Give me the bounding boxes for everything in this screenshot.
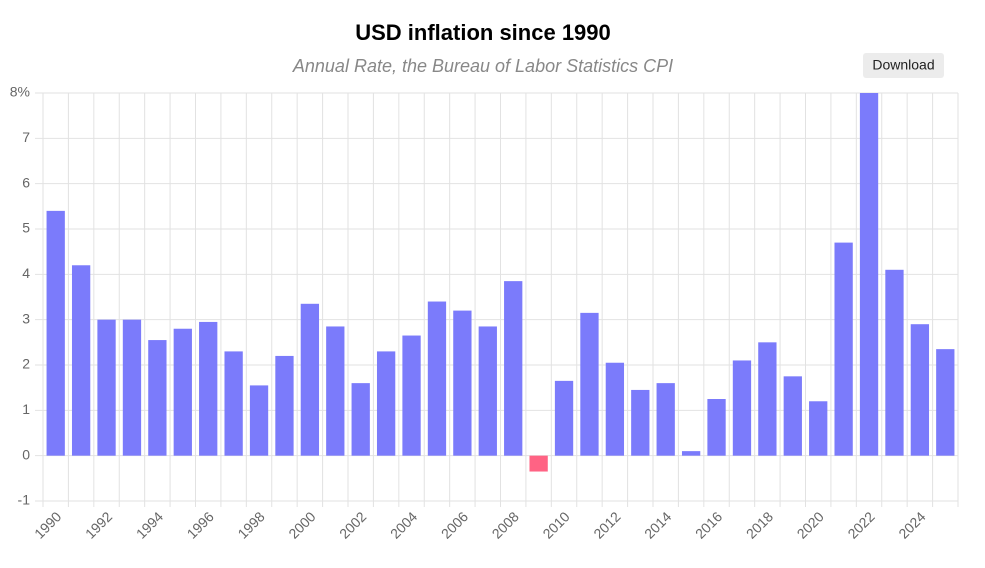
bar: [681, 451, 701, 456]
bar: [554, 380, 574, 456]
bar: [707, 399, 726, 456]
x-tick-label: 2016: [692, 508, 725, 541]
x-tick-label: 2024: [895, 508, 928, 541]
y-tick-label: 5: [22, 220, 30, 236]
bar: [656, 383, 675, 456]
x-tick-label: 2004: [387, 508, 420, 541]
bar: [580, 312, 599, 456]
bar: [249, 385, 269, 456]
bar: [275, 355, 294, 456]
bar: [732, 360, 752, 456]
bar: [936, 349, 955, 456]
y-tick-label: 1: [22, 401, 30, 417]
bar: [224, 351, 243, 456]
x-tick-label: 1996: [184, 508, 217, 541]
bar: [46, 210, 65, 456]
bar: [885, 269, 904, 456]
bar: [783, 376, 802, 456]
x-tick-label: 2006: [438, 508, 471, 541]
x-tick-label: 2020: [794, 508, 827, 541]
chart-title: USD inflation since 1990: [355, 20, 611, 45]
bar: [122, 319, 142, 456]
bar: [453, 310, 472, 456]
x-tick-label: 1994: [133, 508, 166, 541]
y-tick-label: 3: [22, 310, 30, 326]
y-tick-label: 4: [22, 265, 30, 281]
bar: [910, 324, 930, 456]
x-tick-label: 2008: [489, 508, 522, 541]
bar: [631, 389, 650, 456]
y-tick-label: -1: [18, 492, 31, 508]
bar: [326, 326, 345, 456]
bar: [427, 301, 447, 456]
bar: [859, 93, 879, 456]
bar: [351, 383, 370, 456]
bar: [834, 242, 853, 456]
y-tick-label: 8%: [10, 84, 30, 100]
bar: [148, 340, 167, 456]
x-tick-label: 1998: [234, 508, 267, 541]
bar: [376, 351, 396, 456]
y-tick-label: 7: [22, 129, 30, 145]
x-tick-label: 2014: [641, 508, 674, 541]
bar: [71, 265, 91, 456]
y-tick-label: 0: [22, 446, 30, 462]
x-tick-label: 2010: [539, 508, 572, 541]
download-label[interactable]: Download: [872, 57, 934, 73]
y-tick-label: 2: [22, 356, 30, 372]
bar: [605, 362, 625, 456]
chart-subtitle: Annual Rate, the Bureau of Labor Statist…: [292, 56, 673, 76]
x-tick-label: 2000: [285, 508, 318, 541]
y-tick-label: 6: [22, 174, 30, 190]
bar: [504, 281, 523, 456]
bar: [97, 319, 116, 456]
x-tick-label: 2012: [590, 508, 623, 541]
bar: [199, 321, 218, 456]
download-button[interactable]: [863, 53, 944, 78]
bar: [402, 335, 421, 456]
bar: [529, 455, 548, 472]
x-tick-label: 2018: [743, 508, 776, 541]
x-tick-label: 2022: [844, 508, 877, 541]
x-tick-label: 1992: [82, 508, 115, 541]
bar: [758, 342, 777, 456]
bar: [173, 328, 192, 456]
bar: [300, 303, 320, 456]
bar: [478, 326, 497, 456]
bar: [809, 401, 828, 456]
x-tick-label: 2002: [336, 508, 369, 541]
x-tick-label: 1990: [31, 508, 64, 541]
